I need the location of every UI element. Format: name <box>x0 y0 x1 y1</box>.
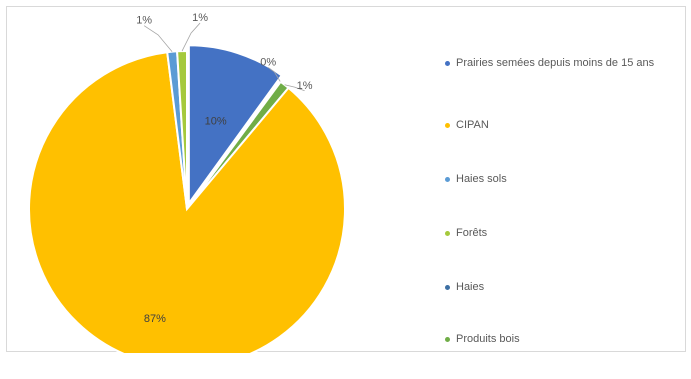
legend-label-4: Forêts <box>456 227 488 239</box>
data-label-4: 1% <box>192 12 208 24</box>
legend-label-3: Haies sols <box>456 173 507 185</box>
pie-slice-2 <box>28 51 346 353</box>
data-label-2: 87% <box>144 313 166 325</box>
data-label-1: 10% <box>205 116 227 128</box>
data-label-5: 0% <box>260 56 276 68</box>
legend-item-3: Haies sols <box>445 171 690 187</box>
leader-line-5 <box>267 67 281 82</box>
legend-item-5: Haies <box>445 279 690 295</box>
legend-marker-1 <box>445 61 450 66</box>
legend-marker-6 <box>445 337 450 342</box>
legend-label-2: CIPAN <box>456 119 489 131</box>
legend-item-2: CIPAN <box>445 117 690 133</box>
legend-item-4: Forêts <box>445 225 690 241</box>
legend-label-5: Haies <box>456 281 485 293</box>
data-label-6: 1% <box>297 80 313 92</box>
legend-item-1: Prairies semées depuis moins de 15 ans <box>445 55 690 71</box>
legend-item-6: Produits bois <box>445 331 690 347</box>
legend-marker-5 <box>445 285 450 290</box>
legend-marker-4 <box>445 231 450 236</box>
legend-marker-3 <box>445 177 450 182</box>
legend-label-1: Prairies semées depuis moins de 15 ans <box>456 57 655 69</box>
leader-line-3 <box>143 25 173 52</box>
legend-label-6: Produits bois <box>456 333 520 345</box>
data-label-3: 1% <box>136 15 152 27</box>
pie-chart: 10% 0% 1% 87% 1% 1% <box>28 12 346 353</box>
pie-slice-1 <box>187 44 284 207</box>
leader-line-6 <box>284 84 305 92</box>
leader-line-4 <box>181 22 201 52</box>
chart-area: 10% 0% 1% 87% 1% 1% Prairies semées depuis mo… <box>6 6 686 353</box>
legend-marker-2 <box>445 123 450 128</box>
pie-slice-4 <box>176 49 188 210</box>
